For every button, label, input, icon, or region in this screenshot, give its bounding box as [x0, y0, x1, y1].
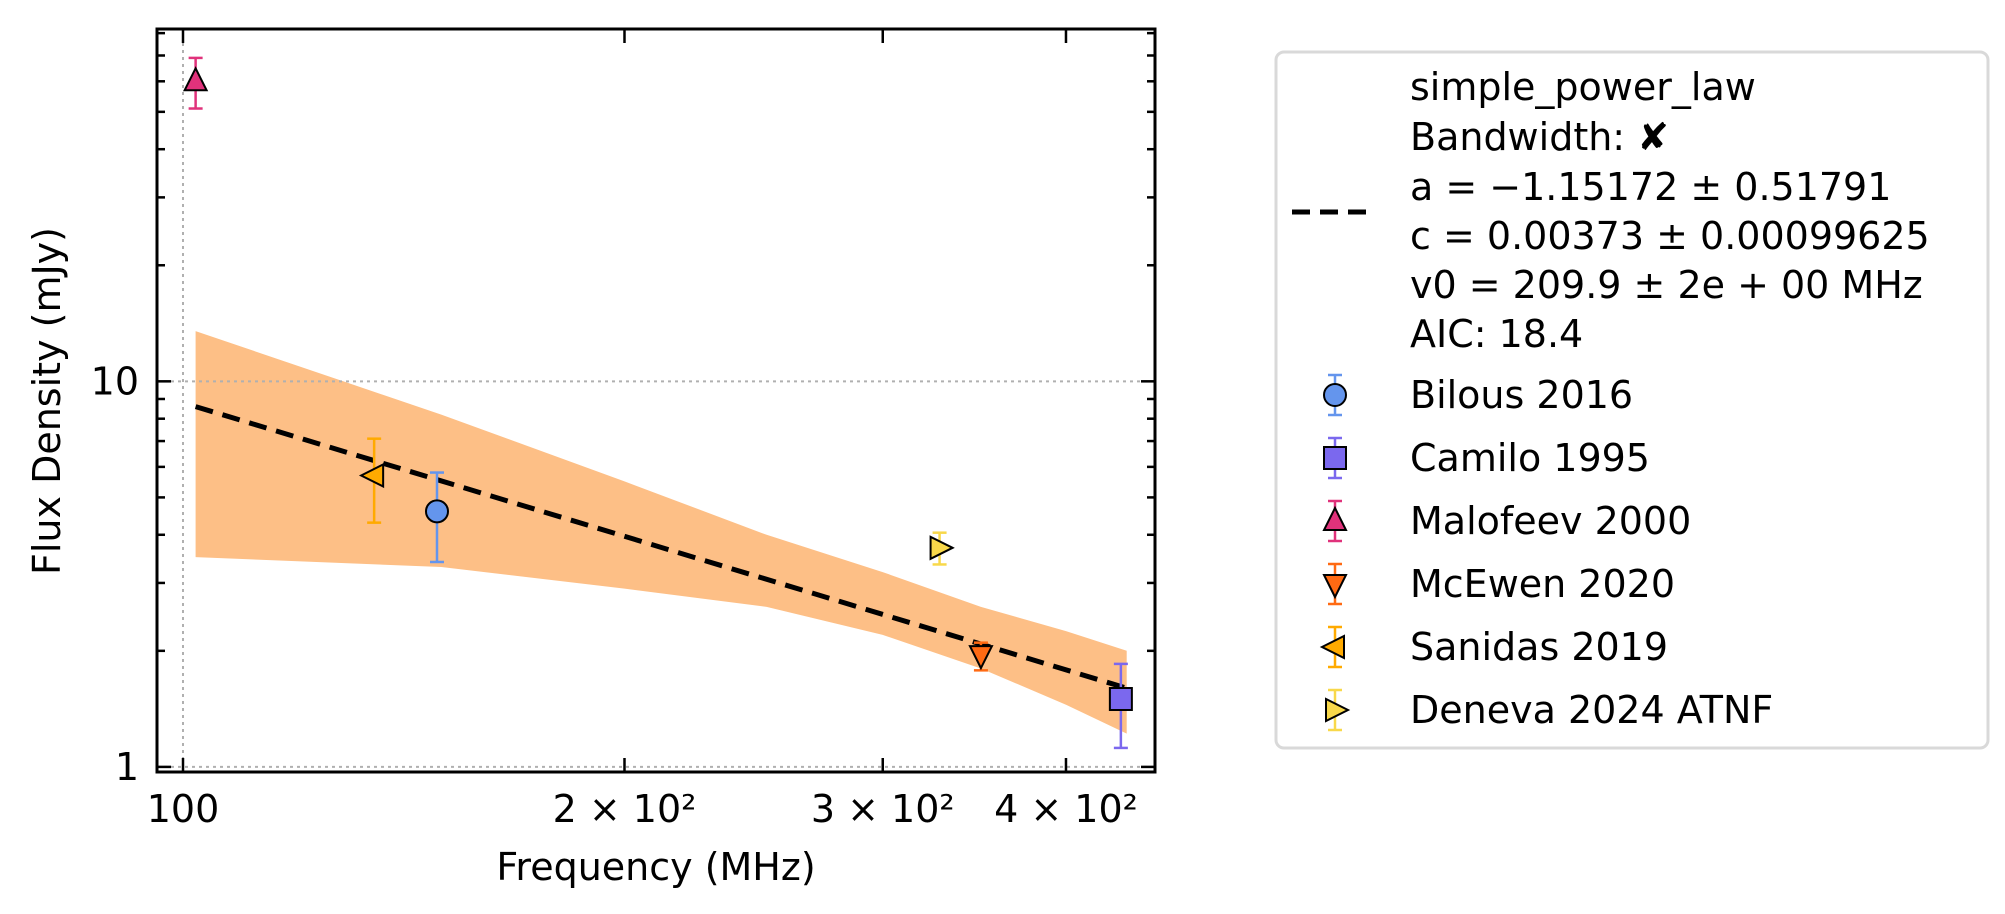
legend-fit-c: c = 0.00373 ± 0.00099625: [1410, 214, 1930, 258]
legend-fit-v0: v0 = 209.9 ± 2e + 00 MHz: [1410, 263, 1923, 307]
fit-band-layer: [195, 331, 1127, 734]
x-tick-label: 100: [147, 787, 220, 831]
legend-entry-label: Camilo 1995: [1410, 436, 1650, 480]
data-point: [1108, 687, 1133, 712]
legend-entry-label: Bilous 2016: [1410, 373, 1633, 417]
fit-line: [194, 404, 1128, 691]
x-axis-label: Frequency (MHz): [496, 845, 815, 889]
legend-entry-label: Malofeev 2000: [1410, 499, 1691, 543]
data-points-layer: [182, 56, 1133, 750]
y-tick-label: 1: [115, 745, 139, 789]
y-axis-label: Flux Density (mJy): [25, 227, 69, 575]
legend-marker: [1322, 505, 1348, 531]
x-tick-label: 4 × 10²: [994, 787, 1138, 831]
axis-ticks: [157, 29, 1155, 772]
data-point: [968, 645, 994, 671]
legend: simple_power_law Bandwidth: ✘ a = −1.151…: [1274, 50, 1990, 750]
legend-fit-model: simple_power_law: [1410, 65, 1756, 109]
x-tick-label: 2 × 10²: [553, 787, 697, 831]
plot-frame: [155, 27, 1157, 774]
legend-entry-label: McEwen 2020: [1410, 562, 1675, 606]
legend-marker: [1319, 634, 1345, 660]
legend-entry-label: Deneva 2024 ATNF: [1410, 688, 1773, 732]
data-point: [182, 66, 209, 92]
fit-uncertainty-band: [195, 331, 1127, 734]
y-tick-label: 10: [91, 359, 139, 403]
legend-fit-bandwidth: Bandwidth: ✘: [1410, 115, 1669, 159]
legend-marker: [1323, 383, 1347, 407]
legend-marker: [1325, 697, 1351, 723]
data-point: [929, 535, 955, 561]
legend-marker: [1323, 446, 1347, 470]
legend-frame: [1274, 50, 1990, 750]
legend-entry-label: Sanidas 2019: [1410, 625, 1668, 669]
grid-layer: [157, 29, 1155, 772]
plot-area: [157, 29, 1155, 772]
tick-labels: 100 2 × 10² 3 × 10² 4 × 10² 1 10: [91, 359, 1138, 831]
legend-fit-aic: AIC: 18.4: [1410, 312, 1583, 356]
data-point: [358, 462, 385, 489]
fit-line-layer: [194, 404, 1128, 691]
data-point: [424, 499, 449, 524]
legend-fit-a: a = −1.15172 ± 0.51791: [1410, 165, 1891, 209]
legend-series-entries: Bilous 2016 Camilo 1995 Malofeev 2000 McEwe…: [1319, 373, 1773, 732]
x-tick-label: 3 × 10²: [811, 787, 955, 831]
legend-marker: [1322, 574, 1348, 600]
